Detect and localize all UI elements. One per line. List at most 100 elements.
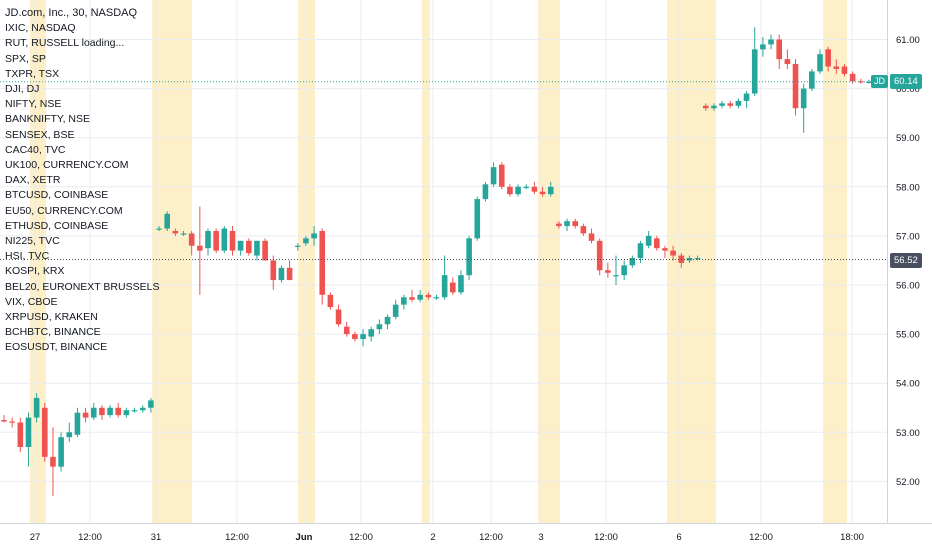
candle[interactable] <box>90 402 97 421</box>
candle[interactable] <box>107 405 113 418</box>
candle[interactable] <box>188 230 195 256</box>
candle[interactable] <box>213 228 219 254</box>
candle[interactable] <box>311 226 317 246</box>
candle[interactable] <box>784 49 791 69</box>
compare-symbol[interactable]: VIX, CBOE <box>5 295 58 308</box>
compare-symbol[interactable]: SENSEX, BSE <box>5 128 75 141</box>
candle[interactable] <box>352 331 358 342</box>
candle[interactable] <box>466 235 472 281</box>
candle[interactable] <box>760 37 766 57</box>
candle[interactable] <box>645 230 652 249</box>
candle[interactable] <box>776 34 782 69</box>
compare-symbol[interactable]: IXIC, NASDAQ <box>5 22 76 35</box>
symbol-title[interactable]: JD.com, Inc., 30, NASDAQ <box>5 7 138 19</box>
compare-symbol[interactable]: CAC40, TVC <box>5 143 66 156</box>
compare-symbol[interactable]: BANKNIFTY, NSE <box>5 113 90 126</box>
candle[interactable] <box>498 162 505 190</box>
candle[interactable] <box>409 289 415 303</box>
compare-symbol[interactable]: NIFTY, NSE <box>5 98 62 111</box>
candle[interactable] <box>637 240 644 263</box>
candle[interactable] <box>580 223 587 236</box>
candle[interactable] <box>613 255 619 285</box>
candle[interactable] <box>33 393 40 423</box>
candle[interactable] <box>270 255 277 290</box>
candle[interactable] <box>711 103 717 111</box>
candle[interactable] <box>768 34 774 50</box>
compare-symbol[interactable]: EOSUSDT, BINANCE <box>5 341 108 354</box>
candle[interactable] <box>327 292 334 310</box>
candle[interactable] <box>743 91 750 109</box>
compare-symbol[interactable]: BEL20, EURONEXT BRUSSELS <box>5 280 160 293</box>
compare-symbol[interactable]: EU50, CURRENCY.COM <box>5 204 123 217</box>
candle[interactable] <box>531 181 538 195</box>
candle[interactable] <box>858 78 864 84</box>
candle[interactable] <box>523 184 530 190</box>
candle[interactable] <box>686 255 693 263</box>
candle[interactable] <box>547 181 554 197</box>
compare-symbol[interactable]: HSI, TVC <box>5 250 50 263</box>
candle[interactable] <box>596 238 603 276</box>
price-axis-background[interactable] <box>887 0 932 550</box>
candle[interactable] <box>605 262 611 278</box>
candle[interactable] <box>115 402 122 418</box>
candle[interactable] <box>131 407 138 413</box>
candle[interactable] <box>825 46 831 72</box>
candle[interactable] <box>662 245 668 258</box>
candle[interactable] <box>384 314 391 330</box>
candle[interactable] <box>25 412 32 467</box>
compare-symbol[interactable]: XRPUSD, KRAKEN <box>5 311 98 324</box>
candle[interactable] <box>564 218 570 231</box>
candle[interactable] <box>441 255 448 300</box>
candle[interactable] <box>82 407 89 423</box>
candle[interactable] <box>621 260 627 281</box>
candle[interactable] <box>294 243 301 251</box>
candle[interactable] <box>401 294 407 310</box>
candle[interactable] <box>833 59 840 74</box>
candle[interactable] <box>139 405 146 413</box>
candle[interactable] <box>286 260 293 281</box>
compare-symbol[interactable]: DAX, XETR <box>5 174 61 187</box>
candle[interactable] <box>556 221 562 229</box>
candle[interactable] <box>539 186 546 197</box>
candle[interactable] <box>148 397 154 413</box>
candle[interactable] <box>572 218 578 229</box>
candle[interactable] <box>458 270 464 295</box>
candle[interactable] <box>197 206 203 295</box>
compare-symbol[interactable]: BCHBTC, BINANCE <box>5 326 101 339</box>
candle[interactable] <box>727 100 734 109</box>
candle[interactable] <box>474 196 481 241</box>
compare-symbol[interactable]: NI225, TVC <box>5 235 60 248</box>
candle[interactable] <box>425 292 432 300</box>
compare-symbol[interactable]: TXPR, TSX <box>5 67 60 80</box>
candle[interactable] <box>278 265 285 283</box>
candle[interactable] <box>654 235 660 251</box>
candle[interactable] <box>335 304 342 327</box>
candle[interactable] <box>9 417 15 428</box>
candle[interactable] <box>123 407 130 418</box>
candle[interactable] <box>792 59 799 116</box>
candle[interactable] <box>809 68 815 92</box>
candle[interactable] <box>841 64 848 77</box>
compare-symbol[interactable]: RUT, RUSSELL loading... <box>5 37 125 50</box>
candle[interactable] <box>66 422 73 443</box>
candle[interactable] <box>99 405 105 421</box>
compare-symbol[interactable]: BTCUSD, COINBASE <box>5 189 109 202</box>
candle[interactable] <box>221 226 228 254</box>
candle[interactable] <box>74 407 81 438</box>
candle[interactable] <box>164 211 170 231</box>
candle[interactable] <box>254 240 260 261</box>
candle[interactable] <box>50 427 56 497</box>
candle[interactable] <box>800 83 807 133</box>
candle[interactable] <box>866 79 872 84</box>
candle[interactable] <box>205 228 211 256</box>
candle[interactable] <box>751 27 758 96</box>
candle[interactable] <box>262 238 268 261</box>
candle[interactable] <box>319 228 326 305</box>
candle[interactable] <box>246 238 252 256</box>
candle[interactable] <box>694 255 701 261</box>
compare-symbol[interactable]: UK100, CURRENCY.COM <box>5 159 129 172</box>
candle[interactable] <box>817 49 823 74</box>
candle[interactable] <box>1 415 7 423</box>
